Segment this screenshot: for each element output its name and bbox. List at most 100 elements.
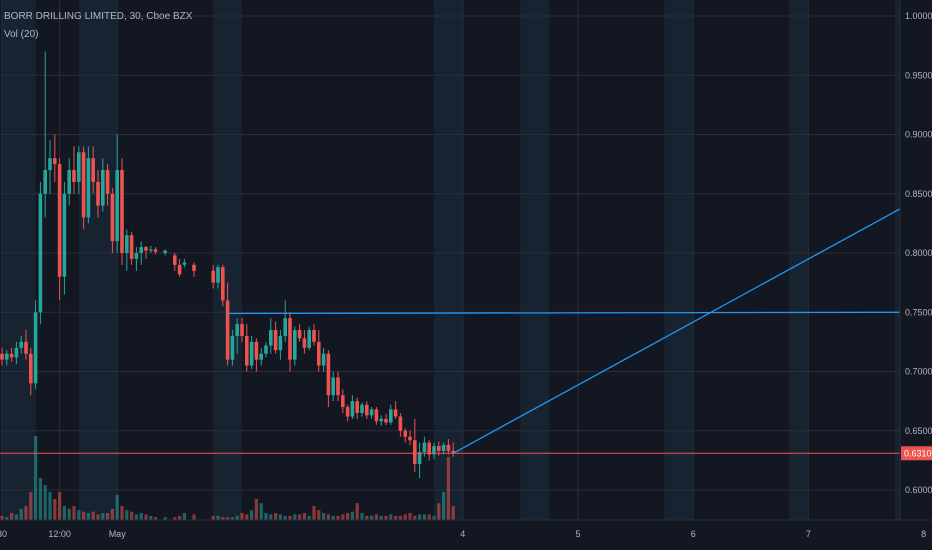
session-band — [434, 0, 463, 520]
volume-bar — [91, 511, 95, 520]
candle-body — [389, 409, 393, 423]
price-tick-label: 0.8000 — [905, 248, 932, 258]
volume-bar — [173, 517, 177, 520]
volume-bar — [53, 499, 57, 520]
time-axis-background — [0, 520, 932, 550]
volume-bar — [379, 515, 383, 520]
volume-bar — [389, 514, 393, 520]
candle-body — [432, 446, 436, 455]
candle-body — [105, 170, 110, 194]
symbol-title[interactable]: BORR DRILLING LIMITED, 30, Cboe BZX — [4, 11, 193, 22]
trend-line[interactable] — [452, 190, 932, 454]
volume-bar — [346, 513, 350, 520]
candle-body — [417, 452, 422, 464]
drawings[interactable] — [0, 190, 932, 454]
candle-body — [110, 193, 115, 242]
candle-body — [398, 416, 403, 431]
candle-body — [321, 353, 326, 366]
candle-body — [297, 330, 302, 339]
volume-bar — [370, 515, 374, 520]
volume-bar — [139, 513, 143, 520]
candle-body — [101, 170, 105, 206]
candle-body — [72, 170, 76, 182]
volume-bar — [427, 514, 431, 520]
volume-bar — [82, 511, 86, 520]
volume-bar — [408, 513, 412, 520]
time-tick-label: 12:00 — [48, 529, 71, 539]
volume-bar — [254, 499, 258, 520]
candle-body — [369, 409, 374, 416]
volume-bar — [96, 514, 100, 520]
candle-body — [345, 407, 350, 417]
volume-bar — [422, 514, 426, 520]
time-tick-label: 5 — [575, 529, 580, 539]
candle-body — [225, 300, 230, 360]
candle-body — [403, 430, 407, 437]
volume-bar — [403, 514, 407, 520]
volume-bar — [235, 515, 239, 520]
time-tick-label: 8 — [921, 529, 926, 539]
candle-body — [33, 312, 38, 384]
candle-body — [422, 442, 427, 453]
candle-body — [125, 235, 129, 253]
candle-body — [427, 442, 431, 455]
price-tick-label: 0.9000 — [905, 130, 932, 140]
candle-body — [413, 440, 417, 464]
candle-body — [62, 193, 67, 277]
volume-indicator-label[interactable]: Vol (20) — [4, 29, 39, 40]
time-axis[interactable]: 3012:00May456781112:001212:001312:0014 — [0, 519, 932, 550]
trend-line[interactable] — [227, 311, 932, 315]
volume-bar — [302, 513, 306, 520]
candle-body — [451, 450, 455, 454]
candle-body — [173, 255, 177, 265]
candle-body — [273, 330, 278, 351]
time-tick-label: 30 — [0, 529, 7, 539]
volume-bar — [34, 436, 38, 520]
candle-body — [326, 353, 331, 396]
volume-bar — [437, 503, 441, 520]
candle-body — [115, 170, 119, 242]
candle-body — [264, 345, 268, 354]
candle-body — [446, 444, 451, 451]
volume-bar — [331, 515, 335, 520]
time-tick-label: 6 — [691, 529, 696, 539]
volume-bar — [283, 515, 287, 520]
volume-bar — [322, 513, 326, 520]
candle-body — [379, 418, 383, 422]
candle-body — [129, 235, 134, 259]
candle-body — [53, 158, 57, 165]
candle-body — [259, 353, 263, 360]
candle-body — [81, 152, 86, 218]
volume-bar — [120, 506, 124, 520]
volume-bar — [149, 515, 153, 520]
volume-bar — [442, 492, 446, 520]
candle-body — [139, 247, 143, 253]
candle-body — [365, 404, 369, 416]
candle-body — [86, 158, 91, 218]
session-band — [213, 0, 242, 520]
volume-bar — [43, 485, 47, 520]
price-tick-label: 0.7000 — [905, 367, 932, 377]
candle-body — [302, 338, 307, 348]
price-axis-background — [900, 0, 932, 550]
candle-body — [240, 324, 244, 336]
candle-body — [67, 170, 71, 194]
volume-bar — [326, 514, 330, 520]
volume-bar — [125, 510, 129, 520]
volume-bar — [72, 506, 76, 520]
session-band — [789, 0, 809, 520]
session-band — [664, 0, 694, 520]
candle-body — [355, 401, 359, 413]
volume-bar — [5, 517, 9, 520]
price-tick-label: 1.0000 — [905, 11, 932, 21]
volume-bar — [269, 514, 273, 520]
candle-body — [393, 409, 398, 417]
last-price-tag — [901, 446, 932, 461]
time-tick-label: 7 — [806, 529, 811, 539]
volume-bar — [163, 517, 167, 520]
candle-body — [9, 353, 14, 358]
price-axis[interactable]: 1.0000 0.9500 0.9000 0.8500 0.8000 0.7500 0.70… — [899, 0, 932, 550]
candle-body — [38, 193, 43, 313]
